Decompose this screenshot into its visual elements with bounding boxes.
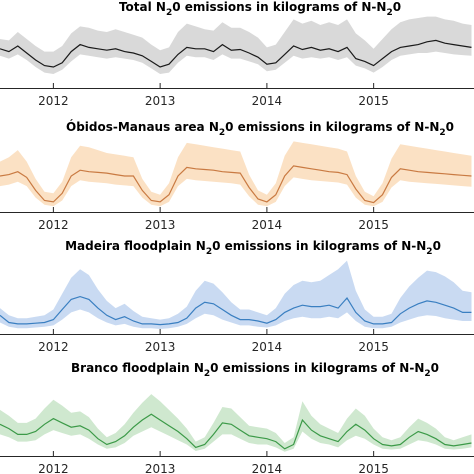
panel-branco: Branco floodplain N20 emissions in kilog… (0, 361, 474, 474)
x-tick-label: 2012 (38, 94, 69, 108)
x-tick-label: 2012 (38, 462, 69, 474)
mean-line (0, 39, 472, 68)
uncertainty-band (0, 16, 472, 75)
x-tick-label: 2013 (145, 462, 176, 474)
x-tick-label: 2012 (38, 218, 69, 232)
x-tick-label: 2015 (358, 218, 389, 232)
plot-area-branco: 2012 2013 2014 2015 (0, 394, 474, 474)
x-tick-label: 2015 (358, 462, 389, 474)
panel-title-total: Total N20 emissions in kilograms of N-N2… (119, 0, 401, 18)
x-tick-label: 2014 (252, 218, 283, 232)
mean-line (0, 295, 472, 326)
plot-area-madeira: 2012 2013 2014 2015 (0, 260, 474, 354)
plot-area-total: 2012 2013 2014 2015 (0, 16, 474, 108)
panel-obidos-manaus: Óbidos-Manaus area N20 emissions in kilo… (0, 119, 474, 232)
mean-line (0, 165, 472, 204)
panel-title-obidos-manaus: Óbidos-Manaus area N20 emissions in kilo… (66, 119, 454, 138)
uncertainty-band (0, 141, 472, 207)
x-tick-label: 2014 (252, 340, 283, 354)
x-tick-label: 2015 (358, 340, 389, 354)
panel-total: Total N20 emissions in kilograms of N-N2… (0, 0, 474, 108)
x-tick-label: 2014 (252, 462, 283, 474)
x-tick-label: 2012 (38, 340, 69, 354)
panel-madeira: Madeira floodplain N20 emissions in kilo… (0, 239, 474, 354)
plot-area-obidos-manaus: 2012 2013 2014 2015 (0, 141, 474, 232)
x-tick-label: 2013 (145, 340, 176, 354)
x-tick-label: 2014 (252, 94, 283, 108)
mean-line (0, 413, 472, 450)
uncertainty-band (0, 394, 472, 452)
panel-title-branco: Branco floodplain N20 emissions in kilog… (71, 361, 439, 379)
x-tick-label: 2013 (145, 218, 176, 232)
panel-title-madeira: Madeira floodplain N20 emissions in kilo… (65, 239, 441, 257)
x-tick-label: 2013 (145, 94, 176, 108)
uncertainty-band (0, 260, 472, 329)
x-tick-label: 2015 (358, 94, 389, 108)
